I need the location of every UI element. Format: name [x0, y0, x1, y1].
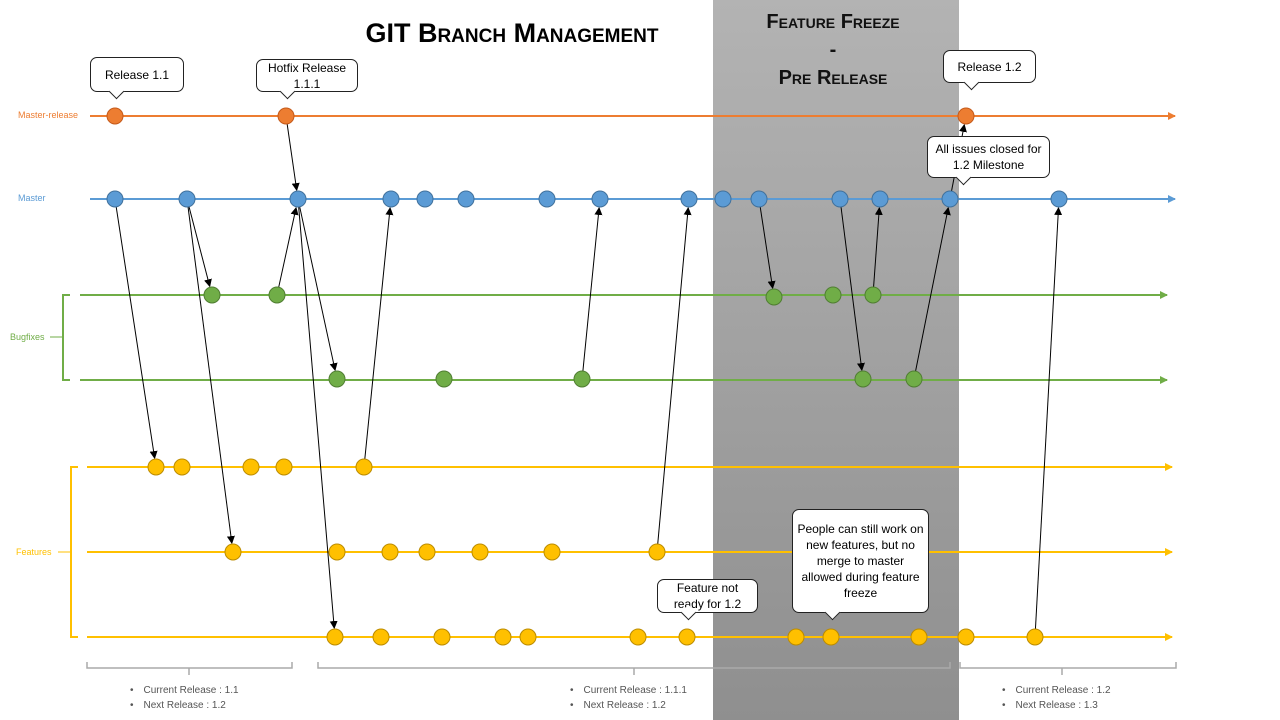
freeze-line1: Feature Freeze [766, 11, 900, 33]
commit-node [678, 628, 696, 646]
freeze-line3: Pre Release [778, 67, 888, 89]
phase-bracket [86, 662, 293, 675]
label-master: Master [18, 193, 46, 203]
phase-current: Current Release : 1.2 [1004, 683, 1111, 698]
merge-arrow [115, 206, 158, 460]
merge-arrow [286, 123, 300, 192]
bugfixes-bracket [62, 294, 70, 381]
merge-arrow [299, 206, 338, 372]
commit-node [242, 458, 260, 476]
commit-node [573, 370, 591, 388]
label-bugfixes: Bugfixes [10, 332, 45, 342]
commit-node [416, 190, 434, 208]
label-features: Features [16, 547, 52, 557]
merge-arrow [759, 206, 776, 290]
commit-node [905, 370, 923, 388]
commit-node [765, 288, 783, 306]
commit-node [372, 628, 390, 646]
commit-node [106, 190, 124, 208]
commit-node [1050, 190, 1068, 208]
commit-node [714, 190, 732, 208]
label-master-release: Master-release [18, 110, 79, 120]
commit-node [382, 190, 400, 208]
commit-node [433, 628, 451, 646]
commit-node [494, 628, 512, 646]
commit-node [328, 370, 346, 388]
commit-node [538, 190, 556, 208]
commit-node [178, 190, 196, 208]
freeze-line2: - [829, 39, 837, 61]
commit-node [326, 628, 344, 646]
commit-node [203, 286, 221, 304]
phase-next: Next Release : 1.3 [1004, 698, 1111, 713]
commit-node [831, 190, 849, 208]
commit-node [519, 628, 537, 646]
commit-node [457, 190, 475, 208]
commit-node [543, 543, 561, 561]
merge-arrow [1034, 206, 1063, 630]
commit-node [941, 190, 959, 208]
commit-node [871, 190, 889, 208]
commit-node [854, 370, 872, 388]
phase-bracket [959, 662, 1177, 675]
phase-notes-2: Current Release : 1.1.1Next Release : 1.… [572, 683, 687, 713]
phase-next: Next Release : 1.2 [132, 698, 239, 713]
commit-node [822, 628, 840, 646]
merge-arrow [187, 206, 235, 545]
commit-node [787, 628, 805, 646]
commit-node [277, 107, 295, 125]
commit-node [591, 190, 609, 208]
phase-next: Next Release : 1.2 [572, 698, 687, 713]
merge-arrow [657, 206, 692, 545]
feature-freeze-heading: Feature Freeze - Pre Release [713, 8, 953, 92]
commit-node [1026, 628, 1044, 646]
commit-node [910, 628, 928, 646]
commit-node [957, 107, 975, 125]
features-bracket [70, 466, 78, 638]
merge-arrow [582, 206, 603, 373]
commit-node [275, 458, 293, 476]
merge-arrow [278, 206, 299, 288]
commit-node [435, 370, 453, 388]
phase-current: Current Release : 1.1.1 [572, 683, 687, 698]
merge-arrow [915, 206, 951, 372]
commit-node [471, 543, 489, 561]
merge-arrow [873, 206, 883, 288]
commit-node [648, 543, 666, 561]
commit-node [824, 286, 842, 304]
merge-arrow [364, 206, 394, 460]
callout-feature-freeze-note: People can still work on new features, b… [792, 509, 929, 613]
commit-node [629, 628, 647, 646]
callout-feature-not-ready: Feature not ready for 1.2 [657, 579, 758, 613]
callout-all-issues-closed: All issues closed for 1.2 Milestone [927, 136, 1050, 178]
merge-arrow [188, 206, 212, 288]
commit-node [328, 543, 346, 561]
commit-node [355, 458, 373, 476]
page-title: GIT Branch Management [365, 18, 659, 48]
phase-bracket [317, 662, 951, 675]
callout-hotfix: Hotfix Release 1.1.1 [256, 59, 358, 92]
commit-node [173, 458, 191, 476]
commit-node [381, 543, 399, 561]
phase-current: Current Release : 1.1 [132, 683, 239, 698]
commit-node [418, 543, 436, 561]
merge-arrow [840, 206, 865, 372]
commit-node [289, 190, 307, 208]
commit-node [864, 286, 882, 304]
commit-node [750, 190, 768, 208]
merge-arrow [298, 206, 338, 630]
commit-node [268, 286, 286, 304]
commit-node [224, 543, 242, 561]
phase-notes-3: Current Release : 1.2Next Release : 1.3 [1004, 683, 1111, 713]
commit-node [680, 190, 698, 208]
callout-release-1-2: Release 1.2 [943, 50, 1036, 83]
commit-node [147, 458, 165, 476]
commit-node [106, 107, 124, 125]
phase-notes-1: Current Release : 1.1Next Release : 1.2 [132, 683, 239, 713]
commit-node [957, 628, 975, 646]
callout-release-1-1: Release 1.1 [90, 57, 184, 92]
